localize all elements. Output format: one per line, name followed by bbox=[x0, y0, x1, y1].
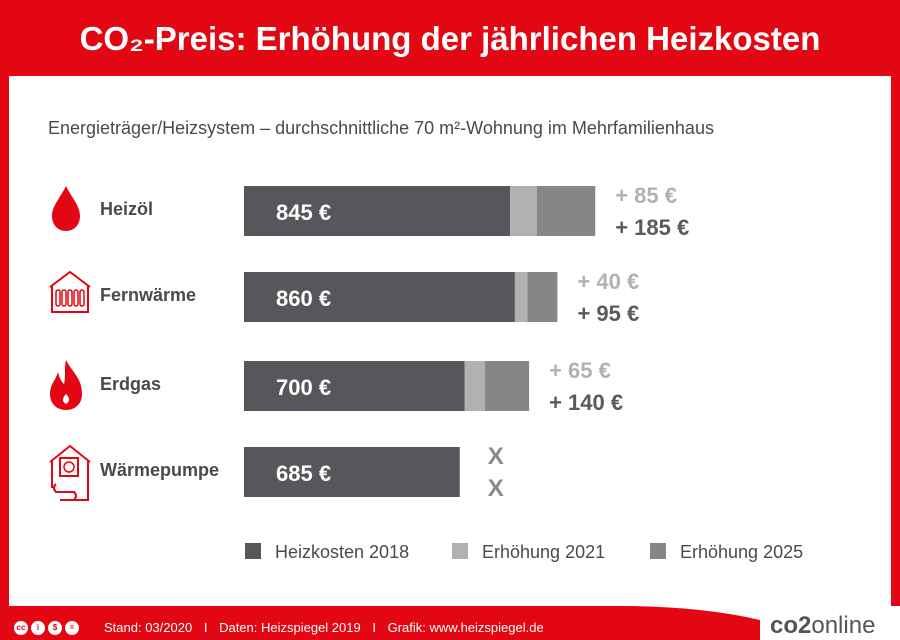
bar-segment bbox=[464, 361, 485, 411]
legend-swatch bbox=[650, 543, 666, 559]
bar-segment bbox=[510, 186, 537, 236]
footer-grafik: Grafik: www.heizspiegel.de bbox=[387, 620, 544, 635]
cc-icon: cc bbox=[14, 621, 28, 635]
bar-segment bbox=[244, 186, 511, 236]
increase-2021-label: X bbox=[488, 443, 504, 470]
data-label: 685 € bbox=[276, 461, 331, 486]
by-icon: i bbox=[31, 621, 45, 635]
category-label: Heizöl bbox=[100, 199, 153, 219]
category-label: Wärmepumpe bbox=[100, 460, 219, 480]
footer-stand: Stand: 03/2020 bbox=[104, 620, 193, 635]
data-label: 700 € bbox=[276, 375, 331, 400]
footer-daten: Daten: Heizspiegel 2019 bbox=[219, 620, 361, 635]
bar-segment bbox=[536, 186, 596, 236]
bar-segment bbox=[514, 272, 528, 322]
increase-2021-label: + 85 € bbox=[615, 183, 677, 208]
page-title: CO₂-Preis: Erhöhung der jährlichen Heizk… bbox=[79, 20, 821, 57]
bar-segment bbox=[527, 272, 558, 322]
increase-2021-label: + 65 € bbox=[549, 358, 611, 383]
category-label: Erdgas bbox=[100, 374, 161, 394]
chart-subtitle: Energieträger/Heizsystem – durchschnittl… bbox=[48, 118, 714, 138]
legend-swatch bbox=[452, 543, 468, 559]
category-label: Fernwärme bbox=[100, 285, 196, 305]
data-label: 845 € bbox=[276, 200, 331, 225]
bar-segment bbox=[244, 361, 465, 411]
co2online-logo: co2online bbox=[770, 612, 876, 639]
content-panel bbox=[9, 76, 891, 606]
heat-pump-house-icon bbox=[49, 444, 91, 501]
oil-drop-icon bbox=[52, 186, 80, 231]
bar-segment bbox=[244, 272, 515, 322]
legend-label: Erhöhung 2021 bbox=[482, 542, 605, 562]
increase-2025-label: + 95 € bbox=[577, 301, 639, 326]
increase-2021-label: + 40 € bbox=[577, 269, 639, 294]
increase-2025-label: + 140 € bbox=[549, 390, 623, 415]
data-label: 860 € bbox=[276, 286, 331, 311]
radiator-house-icon bbox=[49, 270, 91, 313]
gas-flame-icon bbox=[50, 360, 82, 410]
legend-label: Heizkosten 2018 bbox=[275, 542, 409, 562]
footer-band bbox=[0, 606, 900, 640]
footer-separator: I bbox=[203, 620, 208, 635]
increase-2025-label: + 185 € bbox=[615, 215, 689, 240]
footer-credits: Stand: 03/2020 I Daten: Heizspiegel 2019… bbox=[104, 620, 544, 635]
legend-label: Erhöhung 2025 bbox=[680, 542, 803, 562]
footer-separator: I bbox=[372, 620, 376, 635]
nc-icon: $ bbox=[48, 621, 62, 635]
increase-2025-label: X bbox=[488, 475, 504, 502]
nd-icon: = bbox=[65, 621, 79, 635]
legend-swatch bbox=[245, 543, 261, 559]
bar-segment bbox=[484, 361, 530, 411]
bar-segment bbox=[244, 447, 460, 497]
